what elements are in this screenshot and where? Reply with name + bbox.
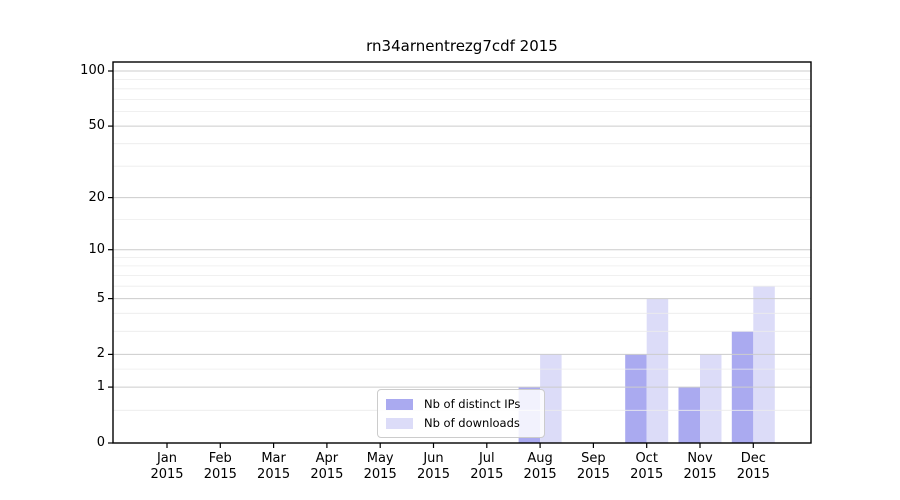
x-tick-label: Nov 2015 [683,451,717,482]
legend-label-distinct-ips: Nb of distinct IPs [424,397,521,411]
chart-title: rn34arnentrezg7cdf 2015 [366,37,558,55]
y-tick-label: 100 [80,63,105,78]
legend: Nb of distinct IPs Nb of downloads [377,389,545,438]
x-tick-label: Aug 2015 [523,451,557,482]
legend-label-downloads: Nb of downloads [424,416,520,430]
x-tick-label: Jul 2015 [470,451,504,482]
x-tick-label: Feb 2015 [203,451,237,482]
x-tick-label: Oct 2015 [630,451,664,482]
x-tick-label: Jan 2015 [150,451,184,482]
y-tick-label: 2 [96,346,105,362]
bar-nb-of-distinct-ips-oct [625,354,647,443]
y-tick-label: 5 [96,290,105,306]
bar-nb-of-distinct-ips-nov [678,387,700,443]
legend-entry-distinct-ips: Nb of distinct IPs [386,397,540,411]
x-tick-label: Dec 2015 [736,451,770,482]
bar-nb-of-downloads-dec [753,286,775,443]
y-tick-label: 0 [96,435,105,450]
x-tick-label: Mar 2015 [257,451,291,482]
legend-entry-downloads: Nb of downloads [386,416,540,430]
x-tick-label: Sep 2015 [576,451,610,482]
y-tick-label: 20 [88,189,105,205]
bar-nb-of-downloads-aug [540,354,562,443]
bar-nb-of-downloads-oct [646,298,669,443]
x-tick-label: Jun 2015 [416,451,451,482]
x-tick-label: May 2015 [363,451,397,482]
legend-swatch-downloads [386,417,413,429]
bar-nb-of-downloads-nov [700,354,722,443]
y-tick-label: 10 [88,241,105,257]
y-tick-label: 1 [96,379,105,395]
plot-frame [112,61,812,444]
x-tick-label: Apr 2015 [310,451,344,482]
y-tick-label: 50 [88,118,105,134]
legend-swatch-distinct-ips [386,398,413,410]
